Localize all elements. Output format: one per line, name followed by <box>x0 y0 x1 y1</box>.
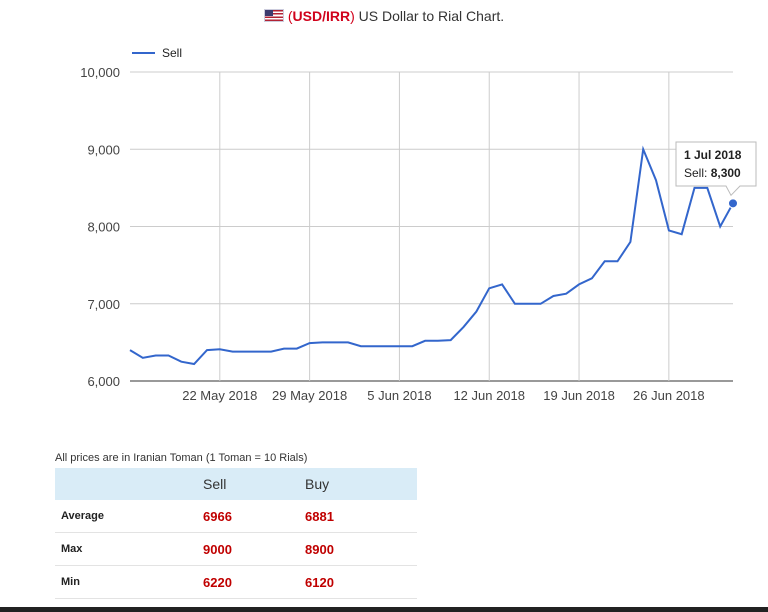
tooltip-series-value: 8,300 <box>711 166 741 180</box>
currency-pair: USD/IRR <box>292 8 351 24</box>
table-row: Average 6966 6881 <box>55 500 417 533</box>
x-tick-label: 19 Jun 2018 <box>543 388 615 403</box>
chart-legend[interactable]: Sell <box>132 46 182 60</box>
table-row: Min 6220 6120 <box>55 565 417 599</box>
y-tick-label: 10,000 <box>80 65 120 80</box>
legend-label: Sell <box>162 46 182 60</box>
tooltip-value: Sell: 8,300 <box>684 166 741 180</box>
table-row: Max 9000 8900 <box>55 532 417 566</box>
stats-header-sell: Sell <box>202 468 304 500</box>
stats-header-blank <box>55 468 202 500</box>
title-open-paren: ( <box>287 8 293 24</box>
y-tick-label: 9,000 <box>87 142 120 157</box>
title-text: US Dollar to Rial Chart. <box>354 8 505 24</box>
y-tick-label: 6,000 <box>87 374 120 389</box>
series-line-sell[interactable] <box>129 145 734 366</box>
tooltip-box <box>675 141 757 197</box>
buy-value: 6120 <box>304 565 417 599</box>
sell-value: 9000 <box>202 532 304 566</box>
sell-value: 6966 <box>202 500 304 533</box>
tooltip: 1 Jul 2018 Sell: 8,300 <box>675 141 757 197</box>
line-chart: 6,000 7,000 8,000 9,000 10,000 22 May 2018 29… <box>80 46 757 403</box>
x-tick-label: 5 Jun 2018 <box>367 388 431 403</box>
chart-grid <box>130 71 733 382</box>
bottom-bar <box>0 607 768 612</box>
x-tick-label: 12 Jun 2018 <box>453 388 525 403</box>
title-close-paren: ) <box>350 8 355 24</box>
y-axis-ticks: 6,000 7,000 8,000 9,000 10,000 <box>80 65 120 389</box>
row-label: Max <box>55 532 202 566</box>
tooltip-series-label: Sell: <box>684 166 711 180</box>
y-tick-label: 8,000 <box>87 220 120 235</box>
us-flag-icon <box>263 9 284 22</box>
tooltip-date: 1 Jul 2018 <box>684 148 742 162</box>
data-point-focus[interactable] <box>728 198 738 209</box>
buy-value: 8900 <box>304 532 417 566</box>
stats-header-row: Sell Buy <box>55 468 417 500</box>
buy-value: 6881 <box>304 500 417 533</box>
row-label: Min <box>55 565 202 599</box>
currency-note: All prices are in Iranian Toman (1 Toman… <box>55 452 308 464</box>
stats-table: Sell Buy Average 6966 6881 Max 9000 8900… <box>55 468 417 599</box>
x-tick-label: 26 Jun 2018 <box>633 388 705 403</box>
chart-title: (USD/IRR) US Dollar to Rial Chart. <box>0 8 768 24</box>
x-tick-label: 29 May 2018 <box>272 388 347 403</box>
row-label: Average <box>55 500 202 533</box>
sell-value: 6220 <box>202 565 304 599</box>
x-axis-ticks: 22 May 2018 29 May 2018 5 Jun 2018 12 Jun 2… <box>182 388 704 403</box>
x-tick-label: 22 May 2018 <box>182 388 257 403</box>
stats-header-buy: Buy <box>304 468 417 500</box>
y-tick-label: 7,000 <box>87 297 120 312</box>
